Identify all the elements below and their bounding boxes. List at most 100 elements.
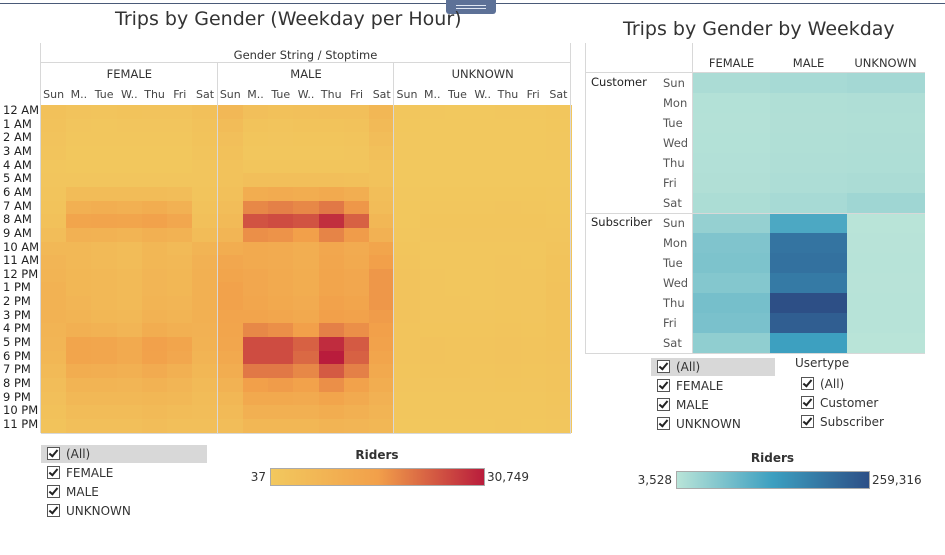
heatmap-cell[interactable] (495, 418, 522, 434)
heatmap-cell[interactable] (545, 405, 572, 420)
heatmap-cell[interactable] (141, 282, 168, 297)
heatmap-cell[interactable] (167, 323, 194, 338)
heatmap-cell[interactable] (293, 282, 320, 297)
heatmap-cell[interactable] (470, 282, 496, 297)
heatmap-cell[interactable] (470, 105, 496, 120)
heatmap-cell[interactable] (293, 255, 320, 270)
heatmap-cell[interactable] (419, 282, 446, 297)
heatmap-cell[interactable] (242, 268, 269, 284)
heatmap-cell[interactable] (268, 145, 294, 161)
heatmap-cell[interactable] (217, 118, 244, 133)
heatmap-cell[interactable] (318, 418, 345, 434)
heatmap-cell[interactable] (520, 105, 547, 120)
heatmap-cell[interactable] (66, 173, 93, 188)
heatmap-cell[interactable] (293, 159, 320, 174)
heatmap-cell[interactable] (192, 296, 219, 311)
heatmap-cell[interactable] (520, 145, 547, 161)
heatmap-cell[interactable] (268, 268, 294, 284)
heatmap-cell[interactable] (770, 253, 848, 274)
heatmap-cell[interactable] (192, 173, 219, 188)
heatmap-cell[interactable] (318, 105, 345, 120)
heatmap-cell[interactable] (394, 173, 421, 188)
heatmap-cell[interactable] (141, 241, 168, 256)
heatmap-cell[interactable] (141, 132, 168, 147)
right-filter-item-female[interactable]: FEMALE (651, 377, 775, 395)
heatmap-cell[interactable] (293, 214, 320, 229)
heatmap-cell[interactable] (470, 241, 496, 256)
heatmap-cell[interactable] (192, 337, 219, 352)
heatmap-cell[interactable] (217, 173, 244, 188)
heatmap-cell[interactable] (419, 200, 446, 215)
heatmap-cell[interactable] (444, 159, 471, 174)
heatmap-cell[interactable] (167, 255, 194, 270)
heatmap-cell[interactable] (66, 268, 93, 284)
heatmap-cell[interactable] (495, 105, 522, 120)
heatmap-cell[interactable] (141, 364, 168, 379)
heatmap-cell[interactable] (495, 227, 522, 243)
heatmap-cell[interactable] (41, 173, 67, 188)
heatmap-cell[interactable] (217, 282, 244, 297)
heatmap-cell[interactable] (847, 213, 925, 234)
heatmap-cell[interactable] (394, 296, 421, 311)
heatmap-cell[interactable] (192, 227, 219, 243)
heatmap-cell[interactable] (444, 296, 471, 311)
heatmap-cell[interactable] (369, 118, 395, 133)
heatmap-cell[interactable] (318, 323, 345, 338)
heatmap-cell[interactable] (419, 418, 446, 434)
heatmap-cell[interactable] (318, 364, 345, 379)
heatmap-cell[interactable] (116, 418, 143, 434)
heatmap-cell[interactable] (217, 323, 244, 338)
heatmap-cell[interactable] (318, 378, 345, 393)
heatmap-cell[interactable] (66, 145, 93, 161)
heatmap-cell[interactable] (343, 337, 370, 352)
heatmap-cell[interactable] (91, 227, 118, 243)
heatmap-cell[interactable] (520, 200, 547, 215)
heatmap-cell[interactable] (394, 350, 421, 365)
heatmap-cell[interactable] (167, 132, 194, 147)
heatmap-cell[interactable] (419, 118, 446, 133)
heatmap-cell[interactable] (268, 391, 294, 406)
heatmap-cell[interactable] (545, 227, 572, 243)
heatmap-cell[interactable] (41, 268, 67, 284)
heatmap-cell[interactable] (369, 378, 395, 393)
heatmap-cell[interactable] (770, 93, 848, 114)
heatmap-cell[interactable] (343, 296, 370, 311)
heatmap-cell[interactable] (369, 405, 395, 420)
heatmap-cell[interactable] (141, 350, 168, 365)
heatmap-cell[interactable] (242, 118, 269, 133)
heatmap-cell[interactable] (66, 159, 93, 174)
heatmap-cell[interactable] (394, 159, 421, 174)
heatmap-cell[interactable] (693, 273, 771, 294)
heatmap-cell[interactable] (91, 200, 118, 215)
heatmap-cell[interactable] (116, 309, 143, 324)
heatmap-cell[interactable] (419, 309, 446, 324)
heatmap-cell[interactable] (91, 268, 118, 284)
heatmap-cell[interactable] (693, 73, 771, 94)
heatmap-cell[interactable] (495, 241, 522, 256)
heatmap-cell[interactable] (41, 296, 67, 311)
heatmap-cell[interactable] (470, 323, 496, 338)
heatmap-cell[interactable] (242, 214, 269, 229)
heatmap-cell[interactable] (167, 105, 194, 120)
heatmap-cell[interactable] (242, 255, 269, 270)
heatmap-cell[interactable] (116, 405, 143, 420)
heatmap-cell[interactable] (394, 268, 421, 284)
heatmap-cell[interactable] (770, 313, 848, 334)
heatmap-cell[interactable] (343, 173, 370, 188)
heatmap-cell[interactable] (91, 145, 118, 161)
heatmap-cell[interactable] (545, 364, 572, 379)
heatmap-cell[interactable] (217, 378, 244, 393)
heatmap-cell[interactable] (545, 282, 572, 297)
heatmap-cell[interactable] (167, 118, 194, 133)
heatmap-cell[interactable] (66, 378, 93, 393)
heatmap-cell[interactable] (394, 391, 421, 406)
heatmap-cell[interactable] (192, 282, 219, 297)
heatmap-cell[interactable] (141, 255, 168, 270)
heatmap-cell[interactable] (520, 268, 547, 284)
heatmap-cell[interactable] (470, 132, 496, 147)
heatmap-cell[interactable] (192, 405, 219, 420)
heatmap-cell[interactable] (66, 405, 93, 420)
heatmap-cell[interactable] (847, 93, 925, 114)
heatmap-cell[interactable] (66, 132, 93, 147)
heatmap-cell[interactable] (545, 241, 572, 256)
